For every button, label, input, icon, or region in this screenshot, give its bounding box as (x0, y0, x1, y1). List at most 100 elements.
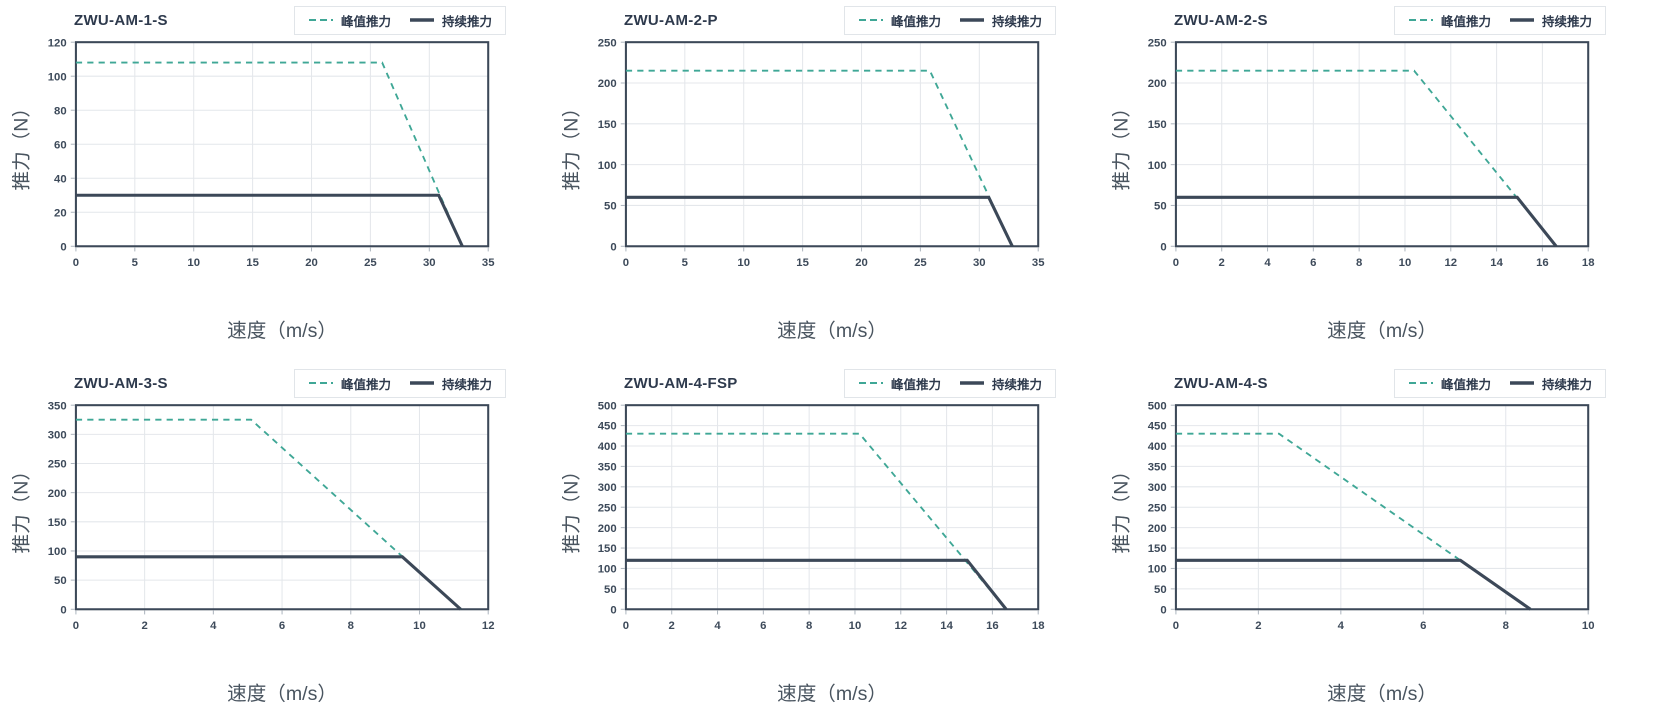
svg-text:40: 40 (54, 173, 67, 185)
peak-dashed-line-icon (1408, 19, 1433, 21)
svg-text:速度（m/s）: 速度（m/s） (1327, 683, 1437, 705)
legend-item-continuous: 持续推力 (959, 11, 1042, 30)
svg-text:速度（m/s）: 速度（m/s） (227, 683, 337, 705)
svg-text:25: 25 (914, 257, 927, 269)
svg-text:推力（N）: 推力（N） (12, 461, 32, 553)
svg-text:50: 50 (1154, 201, 1167, 213)
legend-label-continuous: 持续推力 (991, 14, 1042, 29)
svg-text:速度（m/s）: 速度（m/s） (1327, 320, 1437, 342)
svg-text:500: 500 (598, 401, 617, 413)
chart-header: ZWU-AM-4-FSP 峰值推力 持续推力 (562, 367, 1098, 399)
legend-item-peak: 峰值推力 (1408, 11, 1491, 30)
svg-text:6: 6 (279, 620, 285, 632)
svg-text:60: 60 (54, 139, 67, 151)
chart-header: ZWU-AM-3-S 峰值推力 持续推力 (12, 367, 548, 399)
svg-text:0: 0 (1160, 241, 1166, 253)
svg-text:250: 250 (598, 37, 617, 49)
svg-text:400: 400 (598, 441, 617, 453)
svg-text:100: 100 (1148, 564, 1167, 576)
svg-text:4: 4 (210, 620, 217, 632)
svg-text:10: 10 (1399, 257, 1412, 269)
legend-item-peak: 峰值推力 (1408, 374, 1491, 393)
svg-text:2: 2 (1219, 257, 1225, 269)
svg-text:50: 50 (604, 201, 617, 213)
svg-text:6: 6 (1420, 620, 1426, 632)
svg-text:2: 2 (1255, 620, 1261, 632)
svg-text:30: 30 (423, 257, 436, 269)
svg-text:8: 8 (1503, 620, 1509, 632)
svg-text:推力（N）: 推力（N） (562, 461, 582, 553)
svg-text:6: 6 (760, 620, 766, 632)
continuous-solid-line-icon (959, 18, 984, 22)
svg-text:0: 0 (60, 605, 66, 617)
chart-title: ZWU-AM-4-FSP (624, 374, 738, 392)
svg-text:0: 0 (1173, 257, 1179, 269)
svg-text:150: 150 (598, 543, 617, 555)
svg-text:20: 20 (855, 257, 868, 269)
svg-text:200: 200 (48, 488, 67, 500)
peak-dashed-line-icon (858, 19, 883, 21)
legend-label-peak: 峰值推力 (890, 14, 941, 29)
svg-text:4: 4 (1338, 620, 1345, 632)
svg-text:250: 250 (48, 459, 67, 471)
peak-dashed-line-icon (308, 382, 333, 385)
chart-plot: 0 5 10 15 20 25 30 35 0 20 40 60 80 100 120 速度（m/s） 推力（N… (12, 37, 495, 342)
svg-text:20: 20 (54, 207, 67, 219)
svg-text:5: 5 (682, 257, 688, 269)
svg-text:18: 18 (1582, 257, 1595, 269)
svg-text:8: 8 (806, 620, 812, 632)
legend-label-peak: 峰值推力 (340, 377, 391, 392)
svg-text:150: 150 (48, 517, 67, 529)
svg-text:12: 12 (1444, 257, 1457, 269)
svg-text:500: 500 (1148, 401, 1167, 413)
svg-text:速度（m/s）: 速度（m/s） (777, 320, 887, 342)
svg-text:0: 0 (623, 620, 629, 632)
svg-text:18: 18 (1032, 620, 1045, 632)
chart-title: ZWU-AM-2-P (624, 11, 718, 29)
chart-header: ZWU-AM-1-S 峰值推力 持续推力 (12, 4, 548, 36)
svg-text:35: 35 (482, 257, 495, 269)
svg-text:4: 4 (1264, 257, 1271, 269)
svg-text:8: 8 (348, 620, 354, 632)
legend: 峰值推力 持续推力 (1393, 368, 1606, 398)
svg-text:速度（m/s）: 速度（m/s） (777, 683, 887, 705)
chart-title: ZWU-AM-2-S (1174, 11, 1268, 29)
peak-dashed-line-icon (308, 19, 333, 21)
chart-panel-zwu-am-2-s: ZWU-AM-2-S 峰值推力 持续推力 0 2 4 6 8 10 12 14 16 18 0 50 1… (1112, 4, 1648, 345)
legend-item-peak: 峰值推力 (308, 11, 391, 30)
svg-text:12: 12 (482, 620, 495, 632)
svg-text:速度（m/s）: 速度（m/s） (227, 320, 337, 342)
chart-header: ZWU-AM-2-P 峰值推力 持续推力 (562, 4, 1098, 36)
svg-text:0: 0 (623, 257, 629, 269)
legend-label-continuous: 持续推力 (1541, 14, 1592, 29)
legend-label-continuous: 持续推力 (1541, 377, 1592, 392)
legend: 峰值推力 持续推力 (293, 5, 506, 35)
svg-text:推力（N）: 推力（N） (12, 98, 32, 190)
svg-text:300: 300 (48, 430, 67, 442)
svg-text:6: 6 (1310, 257, 1316, 269)
svg-text:推力（N）: 推力（N） (562, 98, 582, 190)
svg-text:200: 200 (1148, 523, 1167, 535)
chart-header: ZWU-AM-4-S 峰值推力 持续推力 (1112, 367, 1648, 399)
svg-text:120: 120 (48, 37, 67, 49)
svg-text:100: 100 (48, 71, 67, 83)
svg-text:25: 25 (364, 257, 377, 269)
svg-text:100: 100 (48, 546, 67, 558)
svg-text:8: 8 (1356, 257, 1362, 269)
svg-text:450: 450 (1148, 421, 1167, 433)
peak-dashed-line-icon (1408, 382, 1433, 385)
legend-item-continuous: 持续推力 (409, 11, 492, 30)
svg-text:200: 200 (1148, 78, 1167, 90)
chart-panel-zwu-am-2-p: ZWU-AM-2-P 峰值推力 持续推力 0 5 10 15 20 25 30 35 0 50 10… (562, 4, 1098, 345)
svg-text:35: 35 (1032, 257, 1045, 269)
peak-dashed-line-icon (858, 382, 883, 385)
legend-item-peak: 峰值推力 (308, 374, 391, 393)
svg-text:100: 100 (1148, 160, 1167, 172)
svg-text:450: 450 (598, 421, 617, 433)
svg-text:10: 10 (737, 257, 750, 269)
svg-text:30: 30 (973, 257, 986, 269)
chart-plot: 0 5 10 15 20 25 30 35 0 50 100 150 200 250 速度（m/s） 推力（N… (562, 37, 1045, 342)
chart-plot: 0 2 4 6 8 10 12 14 16 18 0 50 100 150 200 250 速度（m/s） 推力（… (1112, 37, 1595, 342)
legend-item-continuous: 持续推力 (1509, 374, 1592, 393)
svg-text:0: 0 (73, 257, 79, 269)
